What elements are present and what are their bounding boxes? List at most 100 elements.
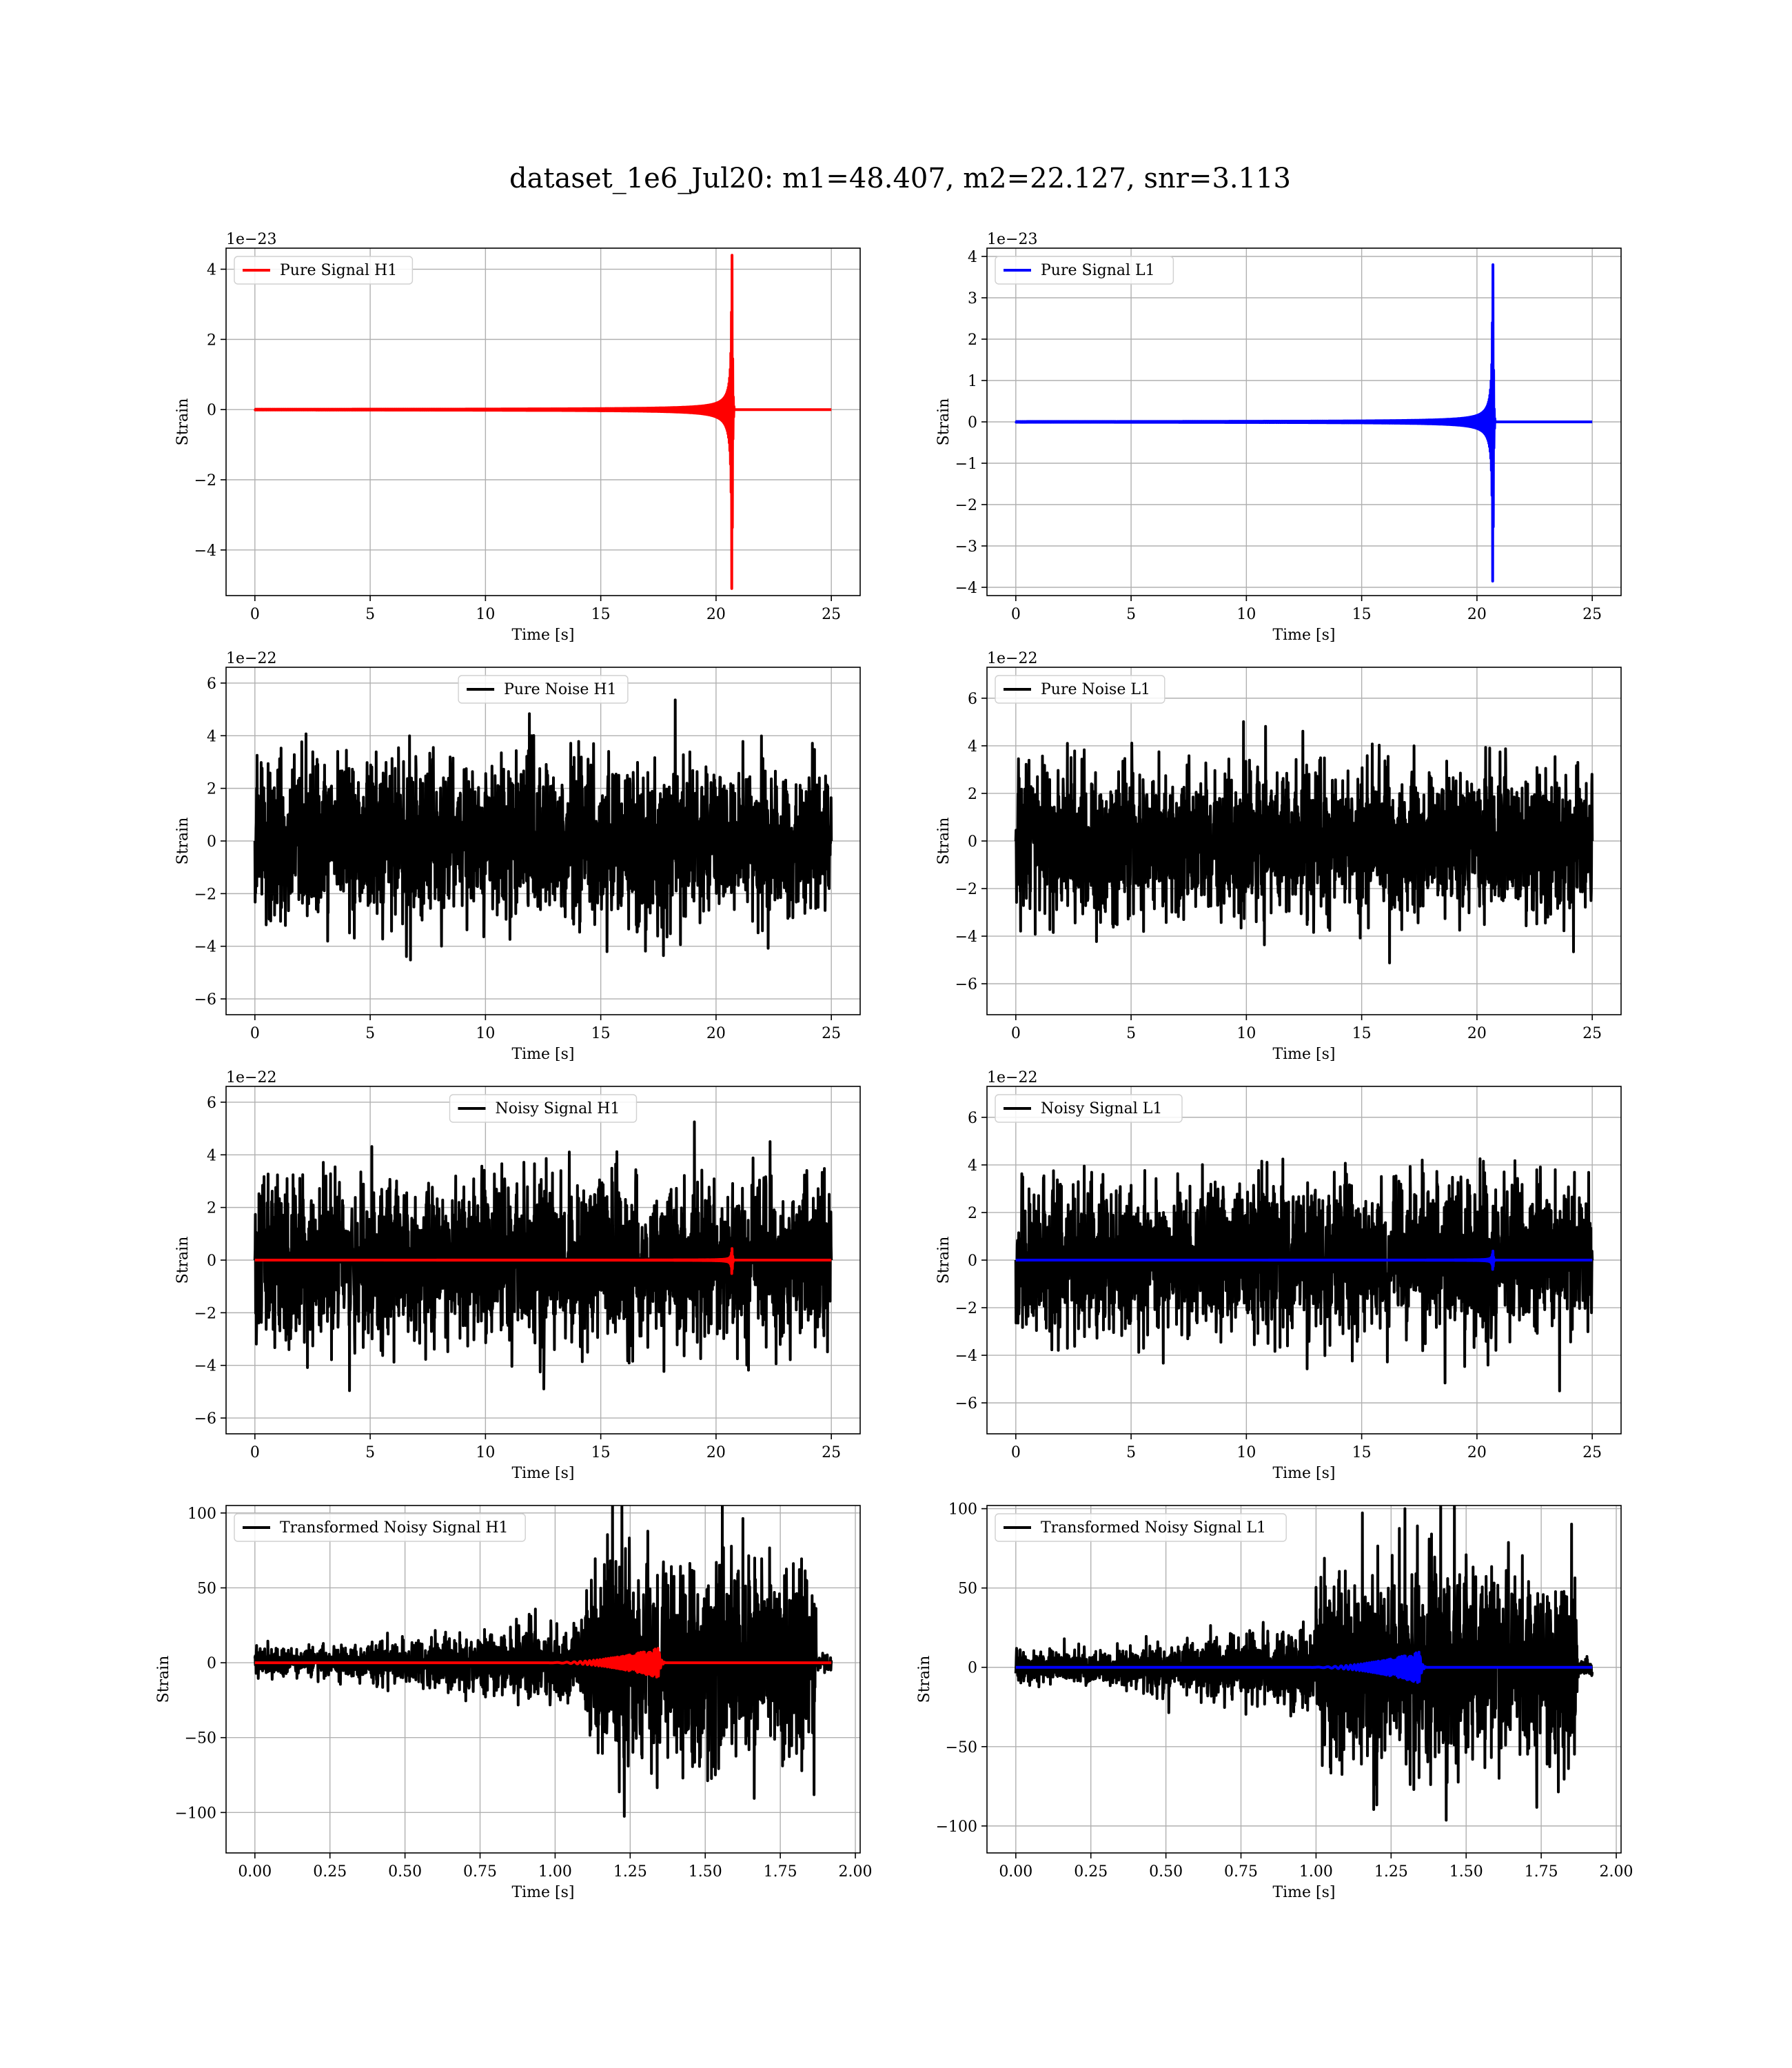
y-tick-label: −4 (955, 580, 977, 597)
series-line (1014, 1157, 1594, 1392)
series-line (1015, 263, 1594, 582)
x-tick-label: 25 (822, 1444, 841, 1461)
figure-title: dataset_1e6_Jul20: m1=48.407, m2=22.127,… (509, 163, 1291, 194)
x-axis-label: Time [s] (1272, 627, 1335, 644)
y-tick-label: 0 (207, 402, 216, 419)
y-tick-label: −50 (946, 1739, 977, 1756)
series-line (1014, 720, 1594, 964)
y-tick-label: 2 (968, 332, 977, 349)
series-line (254, 1247, 833, 1275)
legend-box (995, 1094, 1183, 1123)
y-axis-label: Strain (174, 398, 192, 446)
y-tick-label: 3 (968, 290, 977, 307)
x-tick-label: 5 (1126, 606, 1136, 623)
x-tick-label: 25 (1582, 606, 1602, 623)
x-tick-label: 15 (1352, 1025, 1372, 1042)
x-tick-label: 20 (1467, 1025, 1487, 1042)
x-tick-label: 0 (250, 1025, 260, 1042)
x-tick-label: 0.75 (463, 1863, 497, 1881)
panel-pure-signal-l1: 0 5 10 15 20 25 −4 −3 −2 −1 0 1 2 3 4 Time [s] Strain 1e−… (935, 231, 1622, 644)
y-offset-text: 1e−22 (987, 650, 1037, 667)
x-tick-label: 0.00 (999, 1863, 1032, 1881)
y-tick-label: −50 (185, 1730, 216, 1747)
legend-label: Noisy Signal L1 (1041, 1100, 1162, 1117)
y-offset-text: 1e−22 (226, 650, 276, 667)
series-line (254, 254, 833, 590)
x-tick-label: 15 (591, 606, 611, 623)
x-tick-label: 1.00 (538, 1863, 572, 1881)
y-tick-label: 100 (948, 1501, 977, 1519)
legend: Pure Noise H1 (458, 675, 629, 704)
legend-label: Pure Signal L1 (1041, 262, 1155, 279)
legend-label: Pure Noise H1 (504, 681, 617, 698)
x-tick-label: 1.25 (1374, 1863, 1408, 1881)
x-axis-label: Time [s] (511, 1046, 574, 1063)
y-tick-label: 6 (207, 676, 216, 693)
y-tick-label: −6 (194, 1410, 216, 1428)
x-tick-label: 15 (1352, 606, 1372, 623)
series-line (253, 698, 833, 962)
axes-frame (225, 247, 861, 596)
y-tick-label: −4 (194, 1358, 216, 1375)
y-tick-label: −100 (175, 1805, 216, 1822)
x-tick-label: 1.75 (764, 1863, 797, 1881)
x-tick-label: 10 (1236, 606, 1256, 623)
y-axis-label: Strain (935, 1237, 953, 1284)
x-axis-label: Time [s] (511, 1884, 574, 1901)
panel-pure-noise-l1: 0 5 10 15 20 25 −6 −4 −2 0 2 4 6 Time [s] Strain 1e−22P… (935, 650, 1622, 1063)
x-tick-label: 1.75 (1525, 1863, 1558, 1881)
x-tick-label: 15 (591, 1444, 611, 1461)
y-tick-label: 0 (207, 833, 216, 851)
y-tick-label: −100 (936, 1818, 977, 1836)
y-tick-label: 2 (968, 1205, 977, 1222)
y-tick-label: 1 (968, 373, 977, 390)
y-tick-label: −4 (194, 543, 216, 560)
y-tick-label: 4 (207, 728, 216, 745)
legend: Transformed Noisy Signal L1 (995, 1513, 1287, 1542)
x-tick-label: 25 (1582, 1025, 1602, 1042)
legend: Pure Signal H1 (234, 256, 414, 285)
y-tick-label: 0 (207, 1253, 216, 1270)
x-tick-label: 5 (1126, 1025, 1136, 1042)
legend-label: Transformed Noisy Signal H1 (280, 1519, 509, 1537)
y-tick-label: −2 (955, 1300, 977, 1317)
x-tick-label: 5 (365, 1444, 375, 1461)
x-tick-label: 0.50 (1149, 1863, 1183, 1881)
y-tick-label: 2 (207, 781, 216, 798)
y-axis-label: Strain (155, 1656, 172, 1703)
y-tick-label: 4 (207, 1147, 216, 1164)
y-tick-label: −2 (194, 1305, 216, 1322)
y-tick-label: 4 (207, 262, 216, 279)
x-tick-label: 5 (365, 606, 375, 623)
y-tick-label: 0 (968, 1253, 977, 1270)
y-tick-label: 4 (968, 249, 977, 266)
legend-box (234, 1513, 526, 1542)
x-tick-label: 10 (1236, 1025, 1256, 1042)
x-tick-label: 20 (706, 606, 726, 623)
x-tick-label: 1.50 (689, 1863, 722, 1881)
x-tick-label: 0 (1011, 606, 1021, 623)
x-tick-label: 1.25 (613, 1863, 647, 1881)
x-tick-label: 15 (1352, 1444, 1372, 1461)
x-tick-label: 0.00 (238, 1863, 272, 1881)
x-axis-label: Time [s] (511, 1465, 574, 1482)
y-tick-label: −2 (194, 472, 216, 489)
x-tick-label: 0.25 (313, 1863, 347, 1881)
x-axis-label: Time [s] (1272, 1884, 1335, 1901)
y-tick-label: −4 (955, 929, 977, 946)
x-tick-label: 20 (1467, 606, 1487, 623)
x-tick-label: 10 (1236, 1444, 1256, 1461)
y-axis-label: Strain (916, 1656, 933, 1703)
y-tick-label: −6 (955, 1395, 977, 1412)
y-tick-label: −1 (955, 456, 977, 473)
x-tick-label: 1.50 (1449, 1863, 1483, 1881)
legend: Pure Noise L1 (995, 675, 1165, 704)
x-tick-label: 20 (1467, 1444, 1487, 1461)
x-tick-label: 0 (250, 1444, 260, 1461)
x-tick-label: 0 (250, 606, 260, 623)
y-tick-label: 4 (968, 1157, 977, 1175)
y-tick-label: −2 (194, 886, 216, 903)
x-tick-label: 15 (591, 1025, 611, 1042)
y-offset-text: 1e−23 (987, 231, 1037, 248)
